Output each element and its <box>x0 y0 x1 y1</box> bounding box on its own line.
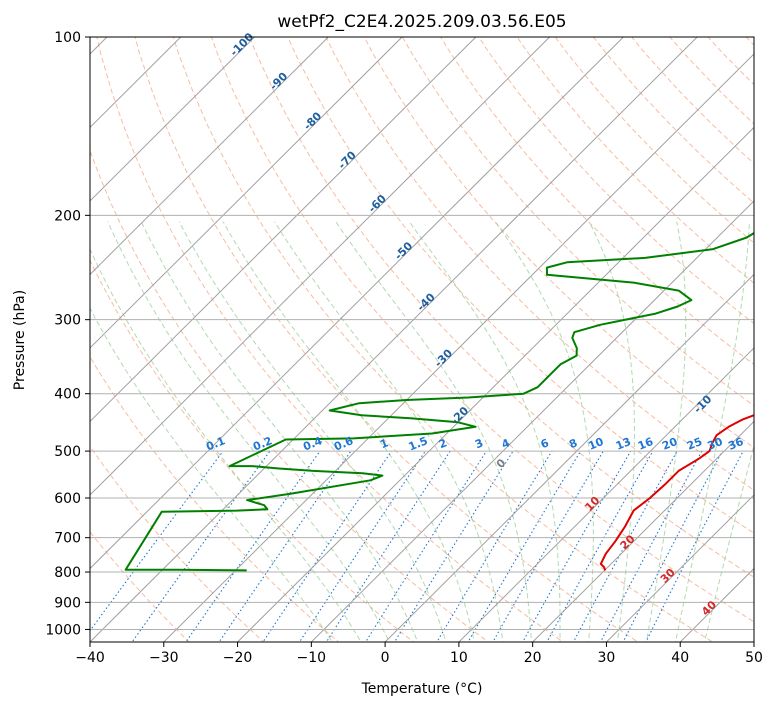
dry-adiabat <box>90 445 265 642</box>
isotherm-line <box>163 53 754 642</box>
moist-adiabat <box>140 221 419 642</box>
moist-adiabat <box>408 221 561 642</box>
pressure-gridlines <box>90 214 754 630</box>
dry-adiabat <box>401 37 754 407</box>
moist-adiabat <box>645 221 687 642</box>
isotherm-line <box>384 273 754 642</box>
y-tick-label: 800 <box>54 565 81 581</box>
x-tick-label: 40 <box>671 650 689 666</box>
moist-adiabat <box>588 221 635 642</box>
mixing-ratio-label: 13 <box>614 435 633 453</box>
isotherm-line <box>310 200 754 642</box>
y-tick-label: 100 <box>54 30 81 46</box>
dry-adiabat <box>363 37 754 449</box>
isotherm-line <box>90 37 477 423</box>
isotherm-line <box>90 37 624 570</box>
dry-adiabat <box>478 37 754 325</box>
y-tick-label: 700 <box>54 531 81 547</box>
moist-adiabat <box>90 307 334 642</box>
chart-title: wetPf2_C2E4.2025.209.03.56.E05 <box>277 12 566 32</box>
dry-adiabat <box>287 37 754 534</box>
x-tick-label: −20 <box>223 650 253 666</box>
isotherm-line <box>753 641 754 642</box>
dry-adiabat <box>210 37 754 623</box>
mixing-ratio-label: 30 <box>706 435 725 453</box>
isotherm-line <box>90 37 698 642</box>
mixing-ratio-label: 10 <box>586 435 605 453</box>
moist-adiabats <box>90 221 754 642</box>
x-tick-label: 10 <box>450 650 468 666</box>
x-axis-label: Temperature (°C) <box>361 681 483 697</box>
x-tick-label: −30 <box>149 650 179 666</box>
moist-adiabat <box>674 221 750 642</box>
x-axis: −40 −30 −20 −10 0 10 20 30 40 50 <box>75 642 763 666</box>
dry-adiabat <box>90 531 190 642</box>
plot-frame <box>89 36 755 643</box>
x-tick-label: 50 <box>745 650 763 666</box>
x-tick-label: −40 <box>75 650 105 666</box>
mixing-ratio-label: 20 <box>660 435 679 453</box>
y-tick-label: 400 <box>54 387 81 403</box>
skewed-isotherms <box>90 37 754 642</box>
moist-adiabat <box>90 248 362 642</box>
dry-adiabat <box>758 10 775 654</box>
temperature-profile <box>599 414 754 571</box>
mixing-ratio-label: 16 <box>636 435 655 453</box>
mixing-ratio-label: 3 <box>473 436 485 451</box>
isotherm-line <box>606 494 754 642</box>
y-tick-label: 900 <box>54 595 81 611</box>
y-tick-label: 600 <box>54 491 81 507</box>
x-tick-label: 20 <box>524 650 542 666</box>
y-axis-label: Pressure (hPa) <box>12 290 28 390</box>
moist-adiabat <box>107 221 390 642</box>
mixing-ratio-label: 8 <box>567 436 579 451</box>
isotherm-line <box>458 347 754 642</box>
isotherm-line <box>90 37 403 349</box>
y-tick-label: 200 <box>54 208 81 224</box>
dry-adiabat <box>172 37 714 642</box>
mixing-ratio-label: 2 <box>437 436 449 451</box>
dewpoint-profile <box>124 231 754 572</box>
moist-adiabat <box>274 221 504 642</box>
x-tick-label: −10 <box>297 650 327 666</box>
moist-adiabat <box>704 443 754 642</box>
isotherm-line <box>237 126 754 642</box>
dry-adiabat <box>134 37 639 642</box>
dry-adiabat <box>516 37 754 284</box>
isotherm-line <box>90 37 255 202</box>
isotherm-line <box>90 37 329 276</box>
y-axis: 100 200 300 400 500 600 700 800 900 1000 <box>45 30 90 638</box>
dry-adiabats <box>90 10 775 654</box>
isotherm-line <box>532 420 754 642</box>
dry-adiabat <box>96 37 564 642</box>
series-layer <box>124 231 754 572</box>
y-tick-label: 300 <box>54 313 81 329</box>
mixing-ratio-label: 25 <box>685 435 704 453</box>
mixing-ratio-label: 36 <box>726 435 745 453</box>
y-tick-label: 500 <box>54 444 81 460</box>
dry-adiabat <box>90 259 415 642</box>
y-tick-label: 1000 <box>45 622 81 638</box>
moist-adiabat <box>178 221 447 642</box>
isotherm-line <box>90 37 550 496</box>
x-tick-label: 0 <box>381 650 390 666</box>
x-tick-label: 30 <box>598 650 616 666</box>
mixing-ratio-label: 1 <box>378 436 390 451</box>
